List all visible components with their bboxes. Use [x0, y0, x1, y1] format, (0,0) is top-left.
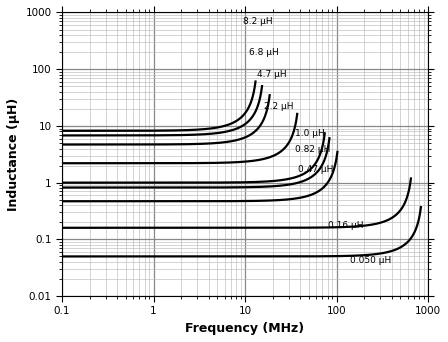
Text: 0.050 μH: 0.050 μH	[350, 256, 391, 265]
Text: 4.7 μH: 4.7 μH	[257, 70, 287, 79]
Y-axis label: Inductance (μH): Inductance (μH)	[7, 98, 20, 211]
Text: 0.82 μH: 0.82 μH	[295, 145, 330, 154]
Text: 0.47 μH: 0.47 μH	[298, 165, 333, 174]
Text: 6.8 μH: 6.8 μH	[249, 48, 279, 57]
Text: 2.2 μH: 2.2 μH	[264, 102, 293, 111]
Text: 8.2 μH: 8.2 μH	[243, 17, 272, 26]
X-axis label: Frequency (MHz): Frequency (MHz)	[185, 322, 305, 335]
Text: 0.16 μH: 0.16 μH	[327, 221, 363, 230]
Text: 1.0 μH: 1.0 μH	[295, 129, 324, 137]
